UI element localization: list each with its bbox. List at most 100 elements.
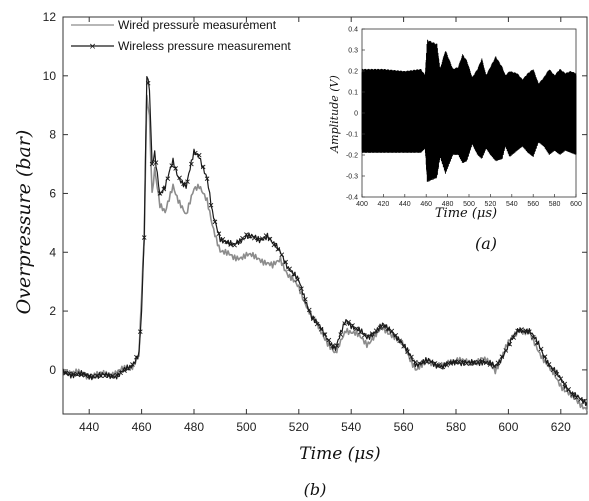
main-series-group	[62, 76, 588, 412]
inset-y-axis-label: Amplitude (V)	[328, 75, 341, 154]
inset-x-tick-label: 540	[506, 201, 518, 208]
main-x-tick-label: 620	[551, 420, 571, 434]
series-marker-wireless	[75, 372, 80, 377]
series-marker-wireless	[212, 219, 218, 225]
inset-x-tick-label: 460	[420, 201, 432, 208]
series-marker-wireless	[542, 354, 548, 359]
series-marker-wireless	[393, 333, 399, 338]
series-marker-wireless	[468, 361, 473, 367]
inset-y-tick-label: 0	[354, 111, 358, 118]
series-marker-wireless	[263, 233, 269, 238]
series-marker-wireless	[314, 321, 320, 327]
caption-a: (a)	[475, 234, 497, 253]
series-marker-wireless	[82, 373, 88, 378]
series-marker-wireless	[137, 329, 143, 334]
series-marker-wireless	[153, 160, 159, 165]
series-marker-wireless	[354, 326, 359, 332]
series-marker-wireless	[118, 370, 123, 376]
series-marker-wireless	[495, 360, 501, 366]
series-marker-wireless	[67, 371, 72, 376]
series-marker-wireless	[189, 161, 194, 167]
inset-x-tick-label: 480	[442, 201, 454, 208]
series-marker-wireless	[578, 396, 583, 402]
series-marker-wireless	[365, 334, 371, 339]
series-marker-wireless	[204, 176, 210, 182]
series-marker-wireless	[550, 367, 556, 373]
series-marker-wireless	[574, 395, 579, 400]
main-x-axis-ticks: 440 460 480 500 520 540 560 580 600 620	[79, 17, 571, 434]
legend-wired-label: Wired pressure measurement	[118, 18, 277, 32]
inset-y-tick-label: 0.2	[348, 69, 358, 76]
series-marker-wireless	[303, 296, 308, 302]
inset-signal	[361, 39, 577, 182]
series-marker-wireless	[244, 232, 249, 237]
series-marker-wireless	[582, 398, 587, 404]
series-marker-wireless	[538, 346, 544, 352]
inset-series-group	[361, 39, 577, 182]
series-marker-wireless	[291, 271, 296, 277]
series-marker-wireless	[534, 340, 540, 346]
main-y-tick-label: 10	[43, 69, 57, 83]
series-marker-wireless	[413, 359, 418, 365]
main-y-tick-label: 12	[43, 10, 57, 24]
series-marker-wireless	[106, 373, 112, 379]
series-marker-wireless	[318, 326, 324, 332]
series-marker-wireless	[173, 166, 178, 171]
series-marker-wireless	[424, 359, 430, 364]
main-y-tick-label: 8	[49, 128, 56, 142]
series-marker-wireless	[338, 332, 344, 337]
series-marker-wireless	[322, 332, 328, 337]
series-marker-wireless	[436, 362, 442, 368]
series-marker-wireless	[165, 176, 171, 182]
series-marker-wireless	[330, 343, 336, 348]
series-marker-wireless	[401, 344, 406, 349]
main-y-tick-label: 2	[49, 304, 56, 318]
inset-x-tick-label: 500	[463, 201, 475, 208]
series-marker-wireless	[271, 242, 277, 248]
series-marker-wireless	[130, 362, 135, 367]
series-marker-wireless	[192, 150, 198, 156]
main-y-tick-label: 4	[49, 245, 56, 259]
series-marker-wireless	[566, 386, 571, 392]
inset-y-tick-label: 0.3	[348, 48, 358, 55]
series-marker-wireless	[161, 186, 167, 192]
series-marker-wireless	[267, 236, 273, 242]
series-marker-wireless	[397, 338, 402, 344]
series-marker-wireless	[251, 235, 257, 241]
series-marker-wireless	[487, 362, 493, 367]
series-marker-wireless	[79, 372, 84, 378]
inset-y-tick-label: 0.4	[348, 27, 358, 34]
series-marker-wireless	[310, 316, 316, 322]
series-marker-wireless	[346, 319, 351, 325]
inset-x-axis-ticks: 400 420 440 460 480 500 520 540 560 580 600	[356, 194, 582, 208]
series-marker-wireless	[527, 329, 532, 334]
series-marker-wireless	[558, 376, 564, 382]
series-marker-wireless	[483, 360, 489, 366]
inset-x-tick-label: 580	[549, 201, 561, 208]
main-x-tick-label: 540	[341, 420, 361, 434]
series-marker-wireless	[381, 324, 387, 329]
series-marker-wireless	[432, 361, 438, 366]
inset-x-tick-label: 420	[378, 201, 390, 208]
series-marker-wireless	[295, 277, 300, 283]
main-x-tick-label: 500	[236, 420, 256, 434]
series-marker-wireless	[240, 235, 245, 241]
series-marker-wireless	[169, 163, 175, 168]
inset-x-tick-label: 600	[570, 201, 582, 208]
series-marker-wireless	[232, 242, 237, 248]
series-marker-wireless	[287, 266, 292, 272]
series-marker-wireless	[259, 236, 265, 241]
series-marker-wireless	[519, 327, 524, 332]
series-marker-wireless	[440, 364, 446, 370]
series-marker-wireless	[460, 360, 465, 365]
series-marker-wireless	[334, 343, 340, 348]
main-x-tick-label: 460	[132, 420, 152, 434]
series-marker-wireless	[491, 364, 497, 369]
series-marker-wireless	[456, 359, 461, 364]
legend-wireless-marker: ×	[89, 42, 97, 52]
main-x-tick-label: 600	[498, 420, 518, 434]
series-marker-wireless	[385, 326, 391, 332]
series-marker-wireless	[63, 370, 68, 376]
series-marker-wireless	[98, 373, 104, 379]
series-marker-wireless	[417, 361, 422, 366]
